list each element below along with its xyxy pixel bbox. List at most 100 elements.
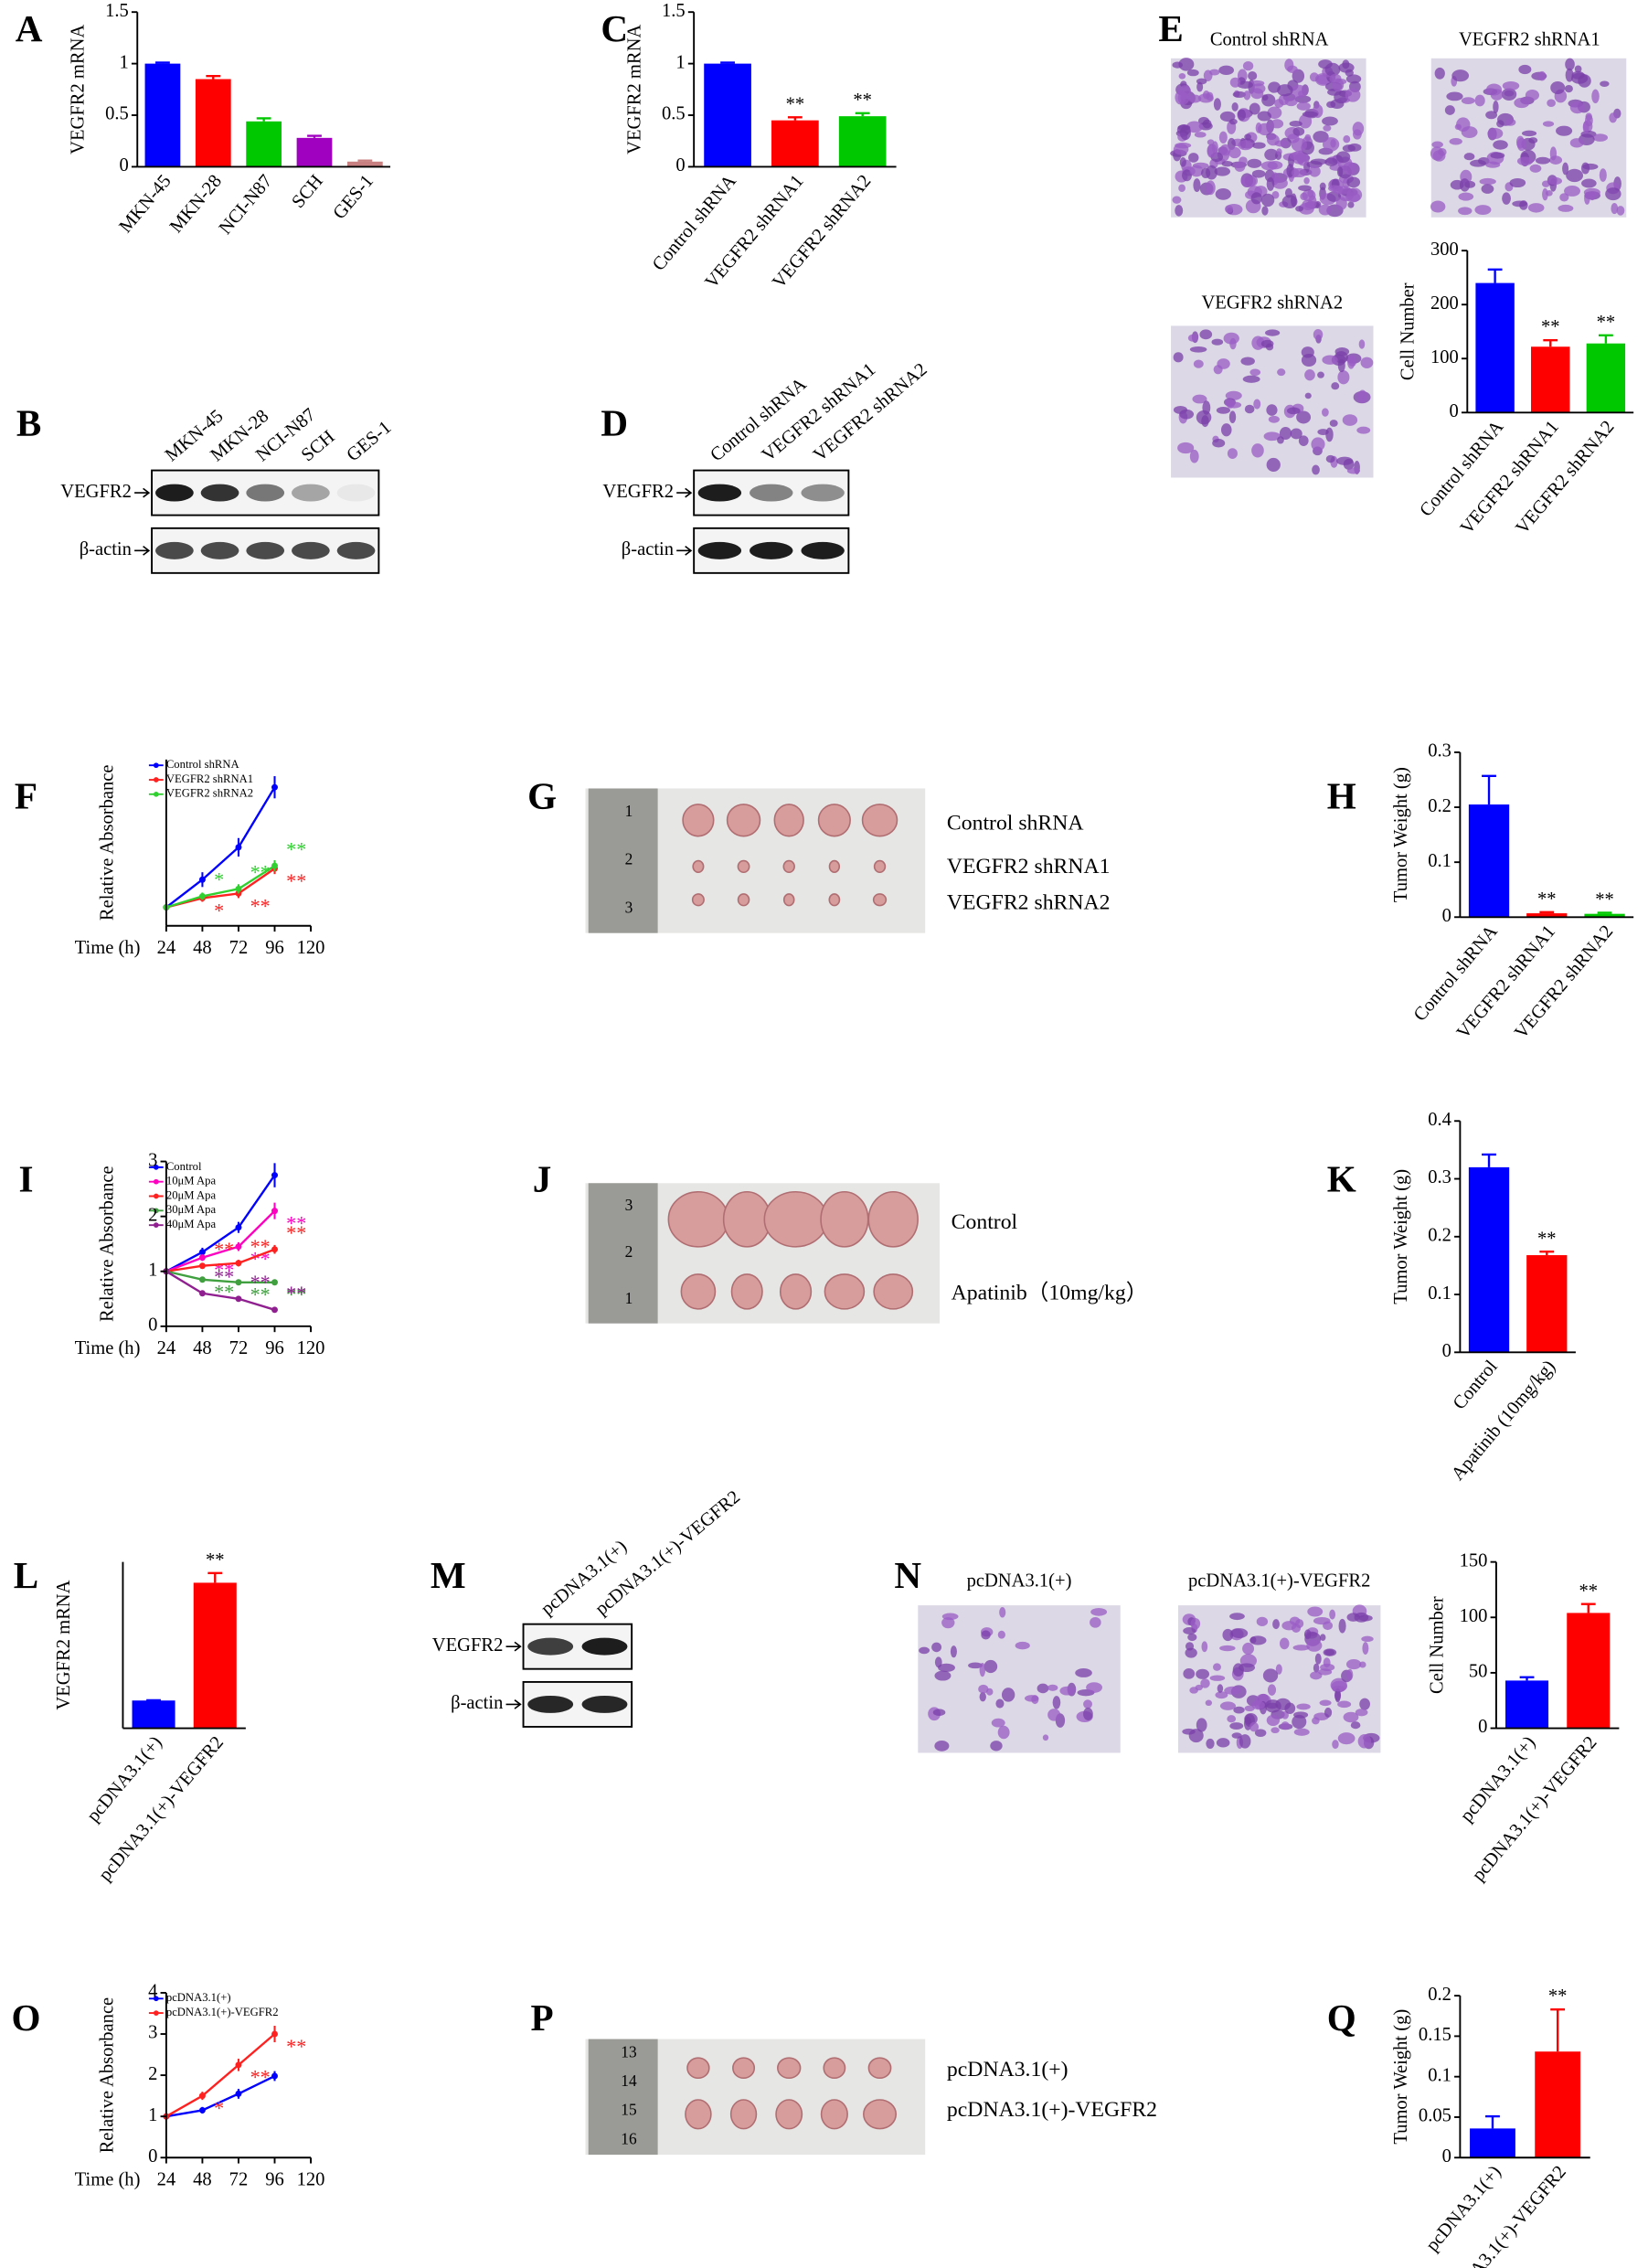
significance-label: ** [286,1212,306,1235]
blot-band [801,541,845,559]
blot-band [292,484,330,502]
cell [968,1662,983,1669]
blot-band [200,484,239,502]
significance-label: ** [250,861,271,884]
cell [1292,1624,1302,1633]
legend-marker [153,1222,159,1228]
cell [991,1718,1005,1728]
cell [1196,1668,1210,1679]
tumor [682,804,715,837]
cell [1329,420,1338,427]
x-tick-label: 48 [193,2169,212,2189]
legend-label: 40μM Apa [166,1218,217,1230]
cell [1254,1729,1267,1738]
cell [1514,97,1530,109]
tumor [817,804,851,837]
y-axis-label: Relative Absorbance [97,1166,117,1322]
cell [1550,80,1566,94]
cell [1047,1709,1061,1721]
data-point [235,1260,242,1267]
cell [1209,69,1220,76]
significance-label: ** [1595,890,1614,910]
cell [1537,70,1547,81]
cell [1331,382,1340,390]
panel-letter: Q [1327,1996,1356,2039]
cell [1206,180,1216,196]
cell [1605,187,1621,201]
cell [1312,464,1320,475]
cell [1230,1628,1249,1638]
cell [1291,137,1307,152]
series-line [165,1270,275,1283]
cell [1242,1642,1255,1655]
y-tick-label: 0.1 [1428,1283,1451,1304]
blot-row-label: VEGFR2 [60,482,132,502]
cell [1256,1616,1269,1626]
blot-band [336,541,376,559]
data-point [235,844,242,851]
data-point [198,1254,206,1262]
panel-letter: K [1327,1158,1356,1200]
x-axis-label: Time (h) [75,938,141,958]
cell [1527,203,1545,213]
cell [1319,182,1326,191]
x-tick-label: pcDNA3.1(+)-VEGFR2 [95,1732,228,1885]
cell [1219,111,1236,122]
significance-label: ** [1579,1581,1598,1602]
x-tick-label: 96 [265,938,284,958]
cell [1298,185,1312,191]
series-line [165,1209,276,1272]
cell [1240,176,1257,187]
cell [1266,457,1281,473]
cell [1485,161,1501,168]
cell [1521,130,1537,137]
cell [1193,178,1201,193]
significance-label: ** [1537,1229,1557,1249]
bar [1470,2128,1515,2158]
x-tick-label: 96 [265,1338,284,1358]
cell [1529,164,1542,173]
x-tick-label: VEGFR2 shRNA2 [1512,417,1618,538]
cell [1313,1616,1331,1625]
y-axis-label: VEGFR2 mRNA [54,1580,74,1709]
cell [1326,101,1336,109]
y-tick-label: 1.5 [105,1,129,21]
cell [1182,169,1193,182]
x-tick-label: 24 [157,938,176,958]
y-tick-label: 2 [148,1205,157,1225]
cell [1334,1689,1342,1701]
legend-marker [153,1178,159,1185]
tumor [872,893,888,907]
series-line [165,1174,276,1272]
cell [1271,177,1288,189]
tumor [782,859,795,874]
cell [1229,1613,1245,1621]
cell [1217,358,1230,369]
y-tick-label: 4 [148,1982,157,2002]
cell [1298,91,1304,97]
legend-label: 10μM Apa [166,1175,217,1187]
error-bar [1482,1153,1496,1167]
y-tick-label: 50 [1469,1662,1488,1682]
cell [1335,197,1347,210]
x-axis-label: Time (h) [75,1338,141,1358]
cell [1459,178,1471,192]
cell [1299,113,1313,129]
cell [1345,74,1362,84]
cell [1311,437,1325,452]
significance-label: ** [250,1283,271,1306]
cell [1200,1678,1210,1688]
cell [1346,1668,1354,1681]
cell [1431,141,1443,148]
panel-letter: O [11,1996,40,2039]
significance-label: * [214,2097,224,2120]
cell [1345,192,1361,203]
cell [1271,190,1280,199]
tumor [820,2099,848,2130]
tumor [873,1273,914,1310]
significance-label: ** [286,2035,306,2058]
legend-label: Control shRNA [166,758,240,771]
cell [1528,137,1538,144]
x-tick-label: 96 [265,2169,284,2189]
